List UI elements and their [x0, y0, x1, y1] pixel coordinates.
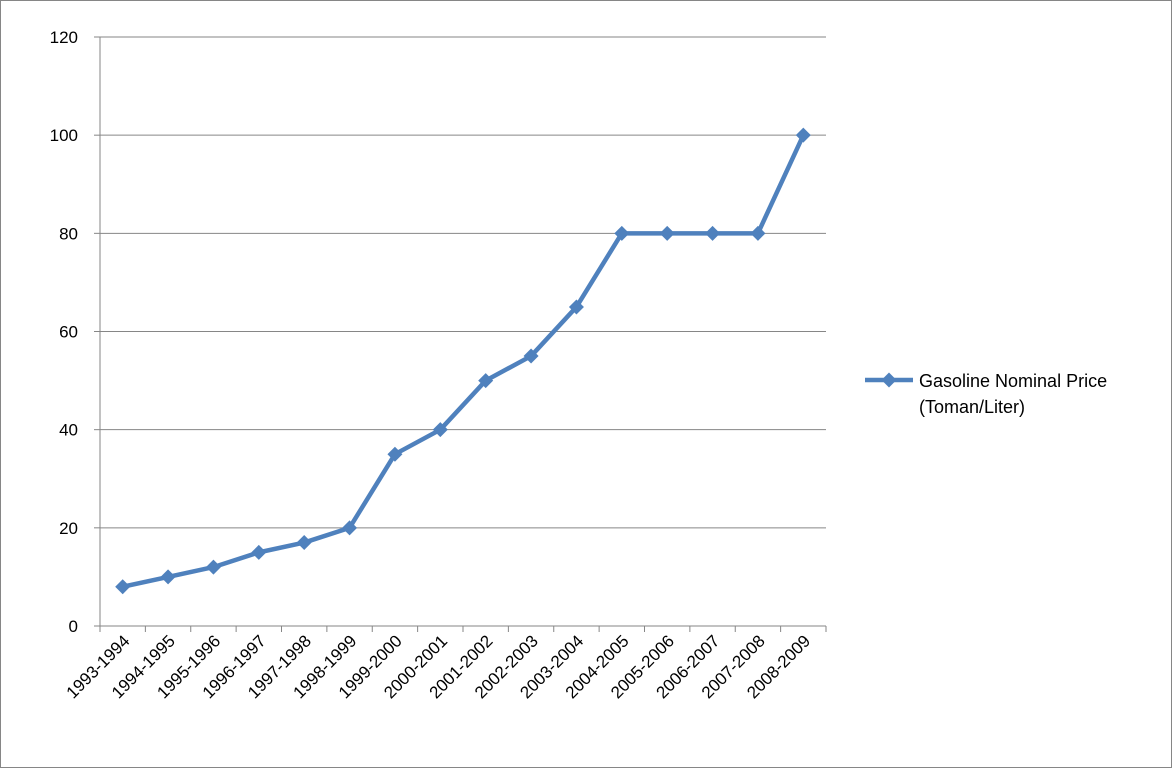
y-tick-label: 120 [50, 28, 78, 47]
series-markers [115, 127, 811, 595]
data-point-marker [115, 579, 131, 595]
y-tick-label: 60 [59, 323, 78, 342]
data-point-marker [296, 535, 312, 551]
data-point-marker [523, 348, 539, 364]
data-point-marker [160, 569, 176, 585]
legend-label-line-1: Gasoline Nominal Price [919, 371, 1107, 391]
data-point-marker [614, 225, 630, 241]
data-point-marker [659, 225, 675, 241]
y-tick-label: 80 [59, 224, 78, 243]
data-point-marker [478, 373, 494, 389]
legend-label-line-2: (Toman/Liter) [919, 397, 1025, 417]
legend: Gasoline Nominal Price (Toman/Liter) [865, 371, 1107, 417]
data-point-marker [205, 559, 221, 575]
data-point-marker [432, 422, 448, 438]
y-tick-labels: 0 20 40 60 80 100 120 [50, 28, 78, 636]
y-tick-label: 40 [59, 421, 78, 440]
y-tick-label: 20 [59, 519, 78, 538]
series-line [122, 134, 806, 589]
data-point-marker [705, 225, 721, 241]
series-line-gasoline-price [122, 134, 806, 589]
x-tick-labels: 1993-19941994-19951995-19961996-19971997… [63, 631, 815, 702]
data-point-marker [568, 299, 584, 315]
data-point-marker [387, 446, 403, 462]
data-point-marker [750, 225, 766, 241]
axes [94, 36, 827, 632]
data-point-marker [251, 544, 267, 560]
legend-marker-diamond [881, 372, 897, 388]
data-point-marker [795, 127, 811, 143]
y-tick-label: 100 [50, 126, 78, 145]
y-tick-label: 0 [69, 617, 78, 636]
gridlines [100, 36, 826, 529]
data-point-marker [342, 520, 358, 536]
